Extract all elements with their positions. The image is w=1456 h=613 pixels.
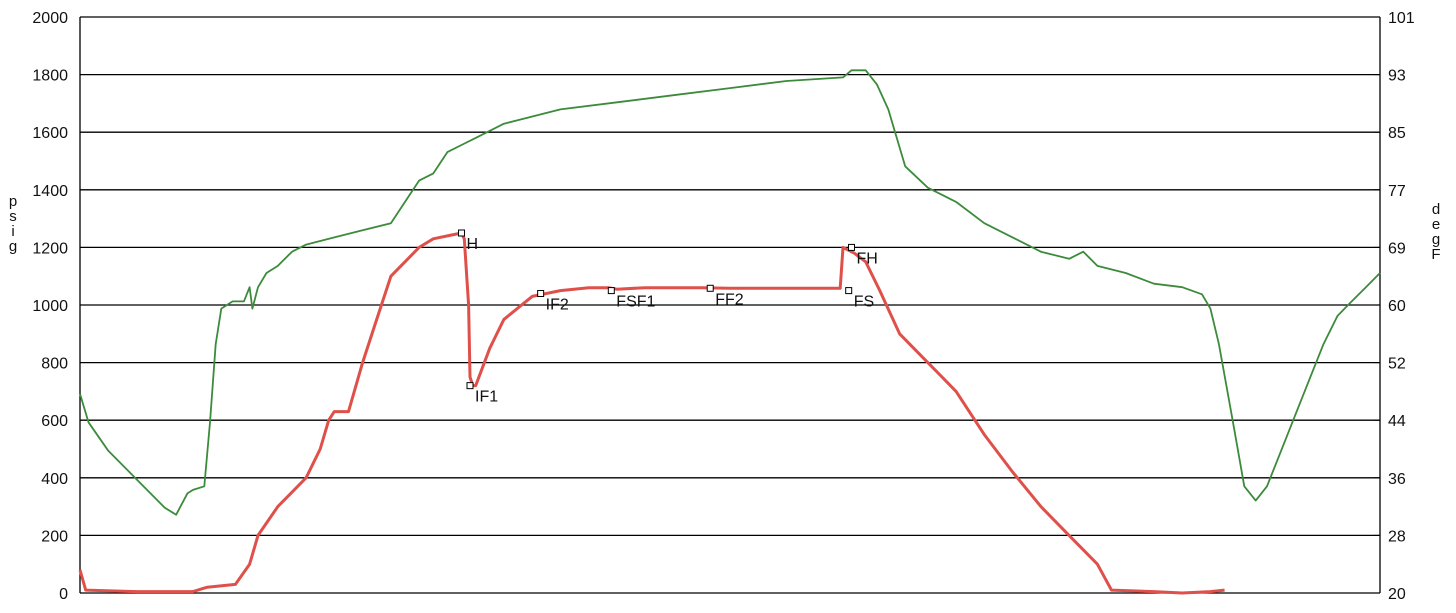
pressure-series-line (78, 231, 1225, 595)
left-tick-label: 800 (41, 356, 68, 373)
left-tick-label: 1800 (32, 68, 68, 85)
left-tick-label: 600 (41, 413, 68, 430)
right-tick-label: 77 (1388, 183, 1406, 200)
marker-box (607, 287, 615, 295)
marker-box (458, 229, 466, 237)
marker-label: FH (857, 250, 878, 267)
left-axis-title-char: p (9, 193, 17, 210)
right-tick-label: 20 (1388, 586, 1406, 603)
right-axis-title-char: g (1432, 231, 1440, 248)
left-axis-title-char: g (9, 238, 17, 255)
left-axis-ticks: 0 200 400 600 800 1000 1200 1400 1600 1800 2000 (32, 10, 68, 603)
right-tick-label: 44 (1388, 413, 1406, 430)
marker-box (706, 284, 714, 292)
marker-label: IF2 (546, 296, 569, 313)
left-axis-title-char: s (9, 208, 17, 225)
series-lines (78, 69, 1381, 595)
right-tick-label: 101 (1388, 10, 1415, 27)
marker-label: FF2 (715, 291, 744, 308)
left-tick-label: 200 (41, 528, 68, 545)
left-tick-label: 1400 (32, 183, 68, 200)
left-tick-label: 1600 (32, 125, 68, 142)
temperature-series-line (79, 69, 1381, 516)
right-tick-label: 52 (1388, 356, 1406, 373)
marker-label: FS (854, 294, 874, 311)
left-tick-label: 0 (59, 586, 68, 603)
marker-label: IF1 (475, 389, 498, 406)
marker-label: H (467, 236, 479, 253)
marker-box (466, 382, 474, 390)
left-tick-label: 400 (41, 471, 68, 488)
right-tick-label: 93 (1388, 68, 1406, 85)
left-tick-label: 2000 (32, 10, 68, 27)
event-markers: H IF1 IF2 FSF1 FF2 FH FS (458, 229, 878, 406)
marker-label: FSF1 (616, 294, 655, 311)
marker-box (537, 289, 545, 297)
right-tick-label: 69 (1388, 240, 1406, 257)
right-axis-ticks: 20 28 36 44 52 60 69 77 85 93 101 (1374, 10, 1415, 603)
marker-box (848, 243, 856, 251)
right-axis-title-char: F (1431, 246, 1440, 263)
right-tick-label: 36 (1388, 471, 1406, 488)
right-axis-title-char: e (1432, 216, 1440, 233)
left-axis-title-char: i (11, 223, 14, 240)
left-tick-label: 1000 (32, 298, 68, 315)
right-tick-label: 28 (1388, 528, 1406, 545)
right-tick-label: 60 (1388, 298, 1406, 315)
right-tick-label: 85 (1388, 125, 1406, 142)
marker-box (845, 287, 853, 295)
left-tick-label: 1200 (32, 240, 68, 257)
right-axis-title-char: d (1432, 201, 1440, 218)
